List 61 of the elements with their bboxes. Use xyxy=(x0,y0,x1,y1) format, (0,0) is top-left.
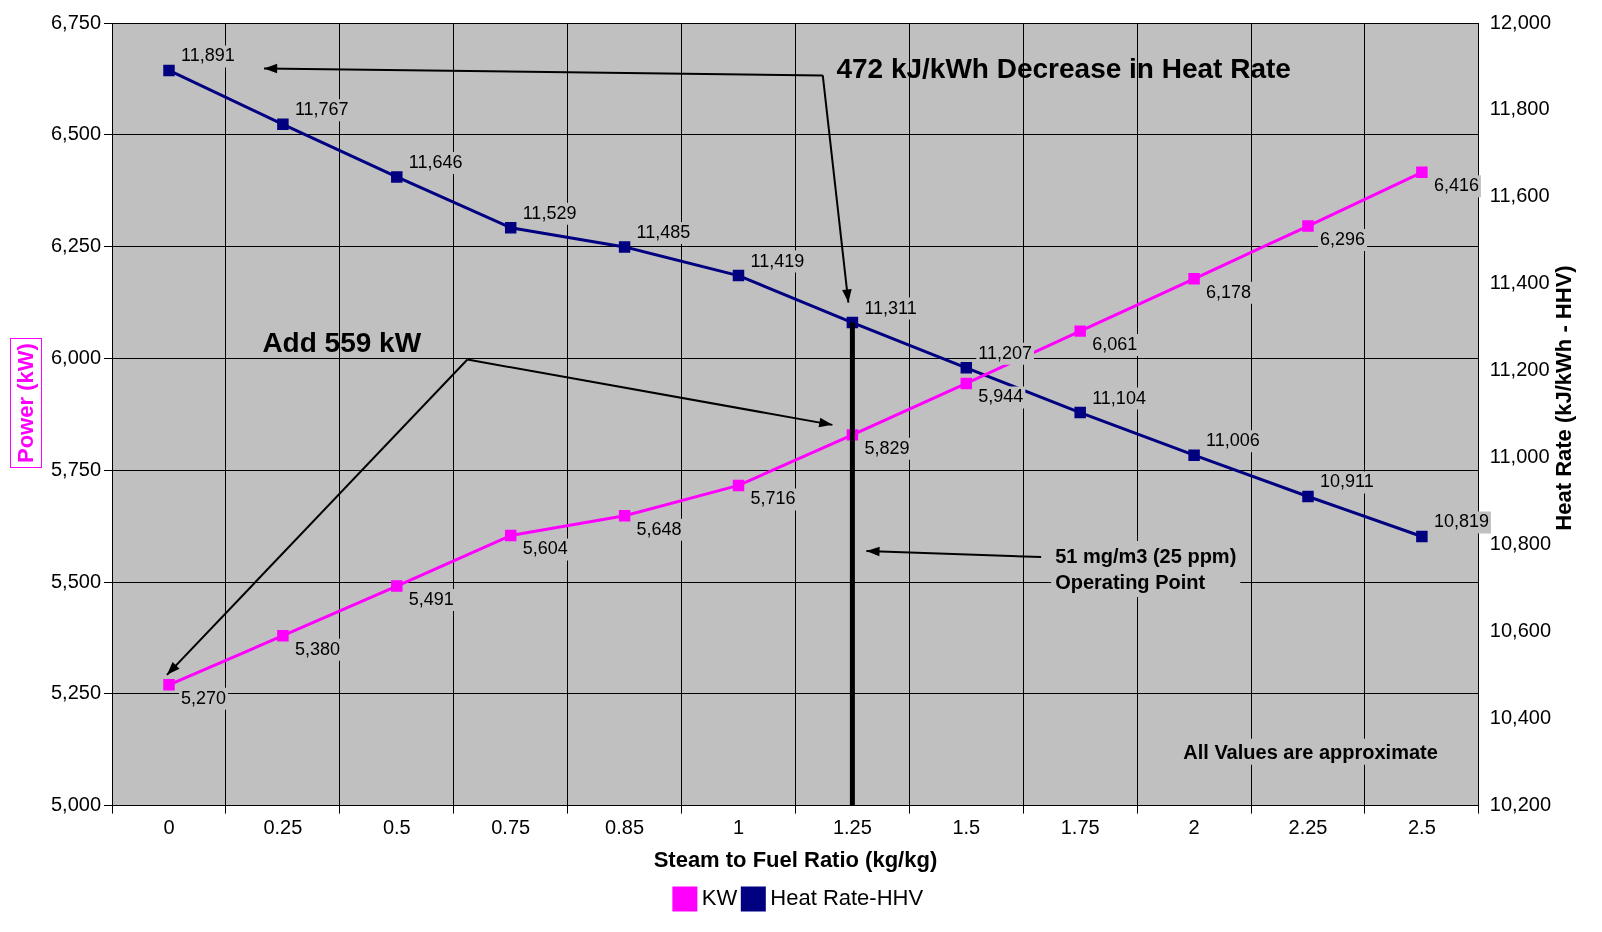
data-label: 11,311 xyxy=(864,297,917,318)
data-label: 11,104 xyxy=(1092,387,1146,408)
y2-tick-label: 11,000 xyxy=(1489,445,1550,468)
data-label: 11,419 xyxy=(750,250,805,271)
x-axis-title: Steam to Fuel Ratio (kg/kg) xyxy=(653,846,938,872)
y-axis-title: Power (kW) xyxy=(10,338,42,468)
data-label: 11,767 xyxy=(294,99,349,120)
data-label: 6,296 xyxy=(1319,229,1366,249)
x-tick-label: 1.25 xyxy=(832,816,872,839)
data-label: 5,491 xyxy=(408,588,454,609)
y2-axis-title: Heat Rate (kJ/kWh - HHV) xyxy=(1551,265,1577,531)
x-tick-label: 2.5 xyxy=(1407,816,1436,839)
y-tick-label: 5,250 xyxy=(50,681,102,704)
x-tick-label: 0.25 xyxy=(263,816,303,839)
y2-tick-label: 10,600 xyxy=(1489,619,1551,642)
data-label: 5,270 xyxy=(181,687,227,708)
data-label: 6,416 xyxy=(1433,175,1479,196)
data-label: 11,006 xyxy=(1206,430,1260,451)
y-tick-label: 5,000 xyxy=(50,793,102,816)
y-tick-label: 5,500 xyxy=(50,569,102,592)
data-label: 5,380 xyxy=(294,638,340,659)
data-label: 11,485 xyxy=(636,221,691,242)
x-tick-label: 2 xyxy=(1188,816,1200,839)
x-tick-label: 2.25 xyxy=(1288,816,1328,839)
y2-tick-label: 11,200 xyxy=(1489,358,1550,381)
y-tick-label: 6,500 xyxy=(50,122,102,145)
x-tick-label: 1 xyxy=(732,816,745,839)
x-tick-label: 1.5 xyxy=(952,816,981,839)
annotation: 51 mg/m3 (25 ppm) Operating Point xyxy=(1055,544,1237,593)
y2-tick-label: 11,600 xyxy=(1489,184,1550,207)
data-label: 10,819 xyxy=(1433,511,1489,532)
x-tick-label: 0.5 xyxy=(382,816,411,839)
y2-tick-label: 12,000 xyxy=(1489,10,1551,33)
data-label: 11,207 xyxy=(978,342,1032,363)
y-tick-label: 6,000 xyxy=(50,345,102,368)
annotation: All Values are approximate xyxy=(1183,740,1438,763)
data-label: 5,829 xyxy=(864,437,910,458)
data-label: 6,061 xyxy=(1092,334,1138,355)
data-label: 5,716 xyxy=(750,488,796,509)
data-label: 10,911 xyxy=(1319,471,1374,492)
y2-tick-label: 10,800 xyxy=(1489,532,1551,555)
y2-tick-label: 11,400 xyxy=(1489,271,1550,294)
x-tick-label: 0.85 xyxy=(605,816,645,839)
y-tick-label: 6,250 xyxy=(50,234,102,257)
data-label: 5,604 xyxy=(522,538,568,559)
y-tick-label: 5,750 xyxy=(50,457,102,480)
y2-tick-label: 10,200 xyxy=(1489,793,1551,816)
data-label: 11,529 xyxy=(522,202,577,223)
legend-label: KW xyxy=(701,885,738,911)
x-tick-label: 1.75 xyxy=(1060,816,1100,839)
x-tick-label: 0 xyxy=(163,816,175,839)
data-label: 5,648 xyxy=(636,518,682,539)
x-tick-label: 0.75 xyxy=(491,816,531,839)
y2-tick-label: 10,400 xyxy=(1489,706,1551,729)
y2-tick-label: 11,800 xyxy=(1489,97,1550,120)
legend-label: Heat Rate-HHV xyxy=(770,885,924,911)
data-label: 6,178 xyxy=(1206,281,1252,302)
data-label: 11,646 xyxy=(408,151,463,172)
y-tick-label: 6,750 xyxy=(50,10,102,33)
data-label: 5,944 xyxy=(978,386,1024,407)
data-label: 11,891 xyxy=(181,45,235,66)
